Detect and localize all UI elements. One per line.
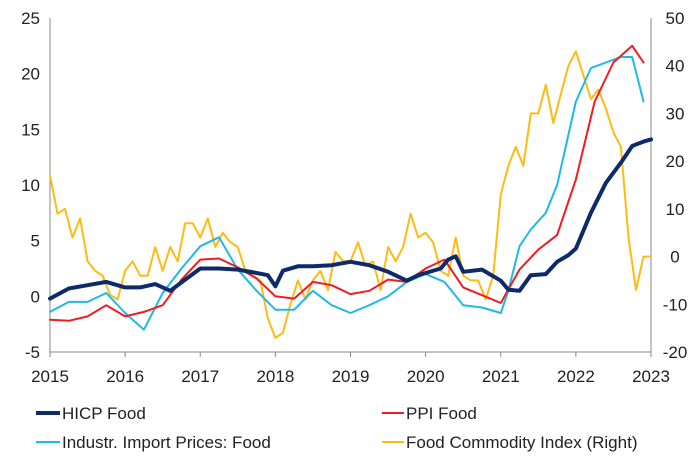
left-tick-label: 5 [31, 232, 40, 251]
left-tick-label: 25 [21, 9, 40, 28]
legend-label-food-commodity-index: Food Commodity Index (Right) [406, 433, 637, 452]
x-tick-label: 2015 [31, 367, 69, 386]
legend-item-food-commodity-index: Food Commodity Index (Right) [382, 433, 637, 452]
legend-label-hicp-food: HICP Food [62, 404, 146, 423]
legend-label-ppi-food: PPI Food [406, 404, 477, 423]
right-tick-label: 40 [666, 57, 685, 76]
right-tick-label: -10 [663, 295, 688, 314]
legend-item-ppi-food: PPI Food [382, 404, 477, 423]
x-tick-label: 2021 [482, 367, 520, 386]
right-tick-label: 50 [666, 9, 685, 28]
legend-item-import-prices-food: Industr. Import Prices: Food [36, 433, 271, 452]
x-tick-label: 2018 [256, 367, 294, 386]
x-axis-ticks: 2015 2016 2017 2018 2019 2020 2021 2022 2023 [31, 352, 670, 386]
right-tick-label: 30 [666, 104, 685, 123]
left-tick-label: -5 [25, 343, 40, 362]
x-tick-label: 2016 [106, 367, 144, 386]
x-tick-label: 2019 [332, 367, 370, 386]
x-tick-label: 2020 [407, 367, 445, 386]
right-tick-label: -20 [663, 343, 688, 362]
legend: HICP Food PPI Food Industr. Import Price… [36, 404, 637, 452]
series-lines [48, 44, 653, 339]
series-line-ppi-food [49, 44, 645, 322]
left-tick-label: 10 [21, 176, 40, 195]
legend-item-hicp-food: HICP Food [36, 404, 146, 423]
right-tick-label: 20 [666, 152, 685, 171]
left-tick-label: 20 [21, 65, 40, 84]
x-tick-label: 2022 [557, 367, 595, 386]
left-tick-label: 15 [21, 120, 40, 139]
legend-label-import-prices-food: Industr. Import Prices: Food [62, 433, 271, 452]
left-tick-label: 0 [31, 287, 40, 306]
x-tick-label: 2017 [181, 367, 219, 386]
series-line-hicp-food [48, 137, 653, 301]
x-tick-label: 2023 [632, 367, 670, 386]
left-axis-ticks: -5 0 5 10 15 20 25 [21, 9, 40, 362]
right-axis-ticks: -20 -10 0 10 20 30 40 50 [663, 9, 688, 362]
right-tick-label: 10 [666, 200, 685, 219]
right-tick-label: 0 [670, 248, 679, 267]
series-line-industr-import-prices-food [49, 56, 645, 331]
